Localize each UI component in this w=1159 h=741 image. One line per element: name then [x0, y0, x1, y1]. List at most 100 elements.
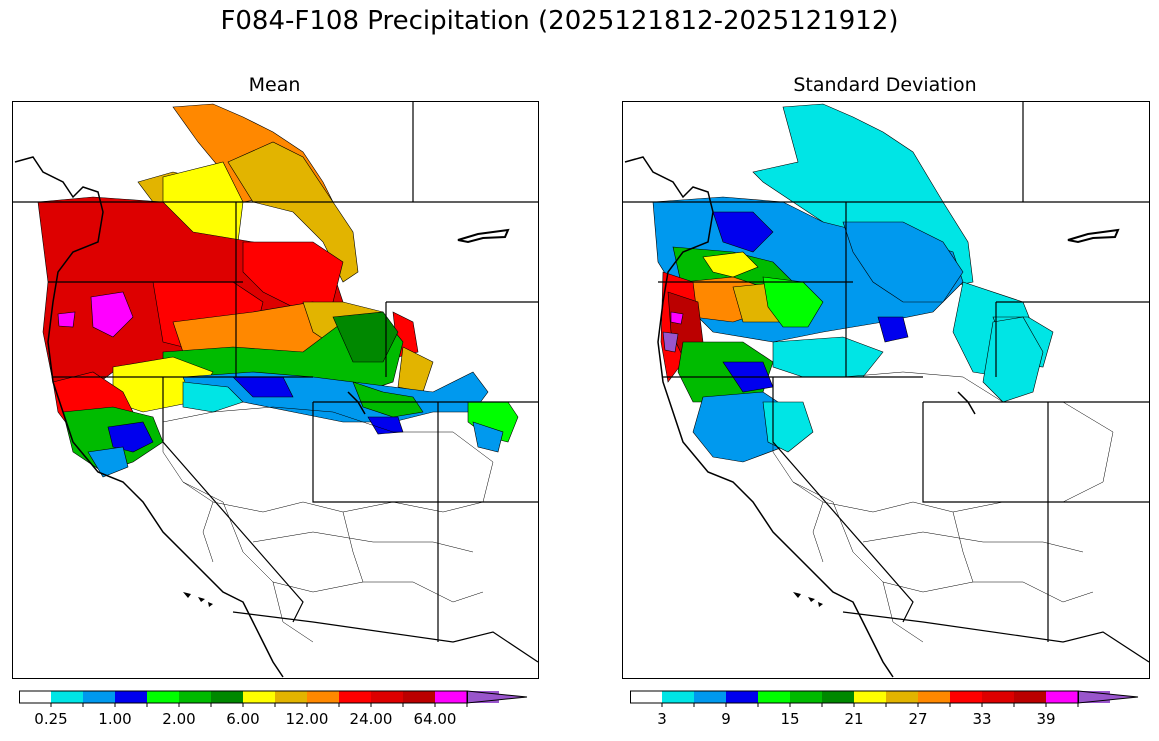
colorbar-segment	[83, 691, 115, 703]
colorbar-segment	[758, 691, 790, 703]
colorbar-segment	[147, 691, 179, 703]
std-border-mex	[842, 611, 1149, 663]
std-colorbar	[630, 690, 1139, 707]
colorbar-segment	[918, 691, 950, 703]
mean-region-ltblue-ca	[87, 446, 129, 478]
mean-colorbar	[19, 690, 528, 707]
mean-islands	[183, 592, 213, 607]
std-borders	[623, 102, 1149, 663]
std-border-ca-nv	[772, 377, 914, 623]
mean-region-gold-bc	[227, 141, 359, 283]
mean-region-gold-or	[397, 346, 434, 393]
std-basin-line	[952, 511, 974, 583]
colorbar-segment	[307, 691, 339, 703]
colorbar-segment	[19, 691, 51, 703]
std-basin-outlines	[772, 371, 1114, 643]
colorbar-segment	[179, 691, 211, 703]
colorbar-segment	[275, 691, 307, 703]
colorbar-segment	[339, 691, 371, 703]
mean-coastline	[14, 156, 284, 678]
std-region-blue-mt	[877, 316, 909, 343]
std-region-magenta	[662, 331, 679, 353]
std-basin-line	[862, 531, 1084, 553]
std-region-blue-wa	[712, 211, 774, 253]
colorbar-tick-label: 2.00	[162, 710, 196, 728]
mean-border-mex	[232, 611, 538, 663]
std-basin-line	[772, 371, 1114, 513]
std-panel-title: Standard Deviation	[793, 74, 977, 96]
colorbar-segment	[982, 691, 1014, 703]
colorbar-segment	[950, 691, 982, 703]
colorbar-tick-label: 27	[908, 710, 928, 728]
colorbar-tick-label: 21	[844, 710, 864, 728]
mean-region-blue-east	[472, 421, 504, 453]
mean-region-cyan	[182, 381, 244, 413]
std-region-cyan-ca	[762, 401, 814, 453]
colorbar-segment	[726, 691, 758, 703]
colorbar-tick-label: 64.00	[413, 710, 457, 728]
std-region-cyan-mid	[772, 336, 884, 378]
mean-basin-line	[252, 531, 474, 553]
colorbar-segment	[211, 691, 243, 703]
mean-region-blue-ca	[107, 421, 154, 453]
mean-map-canvas	[13, 102, 538, 678]
std-basin-line	[812, 501, 824, 563]
colorbar-segment	[51, 691, 83, 703]
colorbar-tick-label: 6.00	[226, 710, 260, 728]
mean-region-green-east	[352, 381, 424, 418]
std-region-magenta-2	[670, 311, 684, 325]
std-region-cyan-ne	[982, 316, 1044, 403]
std-region-ltblue-id	[842, 221, 964, 303]
figure-title: F084-F108 Precipitation (2025121812-2025…	[220, 6, 899, 36]
colorbar-segment	[115, 691, 147, 703]
mean-lake	[457, 228, 510, 244]
mean-region-magenta-2	[57, 311, 76, 328]
std-basin-line	[882, 581, 924, 643]
std-gsl	[957, 391, 976, 415]
colorbar-tick-label: 24.00	[349, 710, 393, 728]
colorbar-tick-label: 33	[972, 710, 992, 728]
mean-basin-line	[202, 501, 214, 563]
colorbar-segment	[403, 691, 435, 703]
colorbar-segment	[630, 691, 662, 703]
colorbar-segment	[1014, 691, 1046, 703]
colorbar-tick-label: 0.25	[34, 710, 68, 728]
colorbar-tick-label: 1.00	[98, 710, 132, 728]
colorbar-segment	[790, 691, 822, 703]
mean-basin-outlines	[162, 406, 494, 643]
colorbar-tick-label: 3	[657, 710, 667, 728]
colorbar-segment	[886, 691, 918, 703]
colorbar-tick-label: 39	[1036, 710, 1056, 728]
std-lake	[1067, 228, 1120, 244]
mean-region-magenta	[90, 291, 134, 338]
colorbar-tick-label: 12.00	[285, 710, 329, 728]
mean-precip-regions	[37, 103, 519, 478]
mean-gsl	[347, 391, 366, 415]
std-map-canvas	[623, 102, 1149, 678]
colorbar-segment	[435, 691, 467, 703]
std-map	[622, 101, 1150, 679]
colorbar-segment	[694, 691, 726, 703]
mean-basin-line	[342, 511, 364, 583]
colorbar-segment	[822, 691, 854, 703]
std-precip-regions	[652, 103, 1054, 463]
std-region-yellow	[702, 251, 759, 278]
std-border-ut	[922, 402, 1149, 503]
colorbar-segment	[1046, 691, 1078, 703]
colorbar-segment	[662, 691, 694, 703]
colorbar-segment	[243, 691, 275, 703]
colorbar-segment	[854, 691, 886, 703]
mean-border-ca-nv	[162, 377, 304, 623]
mean-border-ut	[312, 402, 538, 503]
mean-region-dkgreen	[332, 311, 399, 363]
mean-map	[12, 101, 539, 679]
std-islands	[793, 592, 823, 607]
mean-panel-title: Mean	[248, 74, 301, 96]
std-coastline	[624, 156, 894, 678]
mean-basin-line	[162, 406, 494, 513]
mean-basin-line	[272, 581, 314, 643]
colorbar-tick-label: 15	[780, 710, 800, 728]
mean-borders	[13, 102, 538, 663]
colorbar-tick-label: 9	[721, 710, 731, 728]
colorbar-segment	[371, 691, 403, 703]
